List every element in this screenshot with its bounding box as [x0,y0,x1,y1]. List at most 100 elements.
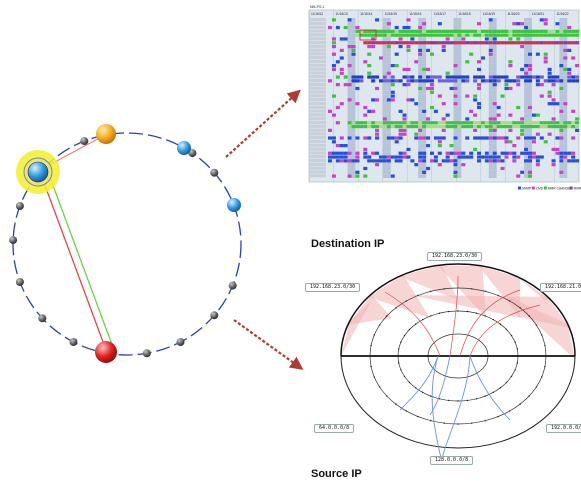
ring-node[interactable] [69,338,78,346]
ring-tick [499,323,502,325]
ring-node[interactable] [176,338,185,346]
ring-tick [457,423,459,425]
ring-tick [519,307,521,309]
arrow-to-arcs [233,319,304,370]
ring-tick [447,310,450,313]
destination-fan [348,294,392,325]
ring-tick [443,422,445,424]
ring-tick [430,420,432,422]
ring-tick [414,323,417,325]
ring-tick [457,310,459,312]
ring-tick [378,324,381,326]
ring-tick [386,395,388,397]
ring-tick [370,365,372,368]
ring-tick [373,376,375,378]
ip-tag-destination-right[interactable]: 192.168.21.0/30 [540,283,581,292]
ring-tick [417,415,419,418]
matrix-col-label: 11/16/15 [385,12,397,16]
ring-tick [370,344,372,347]
destination-links [384,275,541,357]
ring-tick [541,334,543,336]
node-blue-right[interactable] [227,198,241,212]
destination-fan [399,264,458,300]
ring-tick [516,348,518,350]
ring-tick [398,348,400,350]
matrix-col-label: 11/16/20 [507,12,519,16]
ring-tick [497,294,499,297]
ring-tick [514,341,516,343]
ring-tick [369,355,371,357]
ring-node[interactable] [188,149,197,158]
ring-tick [475,398,478,400]
selected-node[interactable] [27,161,49,183]
matrix-col-label: 11/16/19 [483,12,495,16]
ring-tick [544,365,546,368]
ring-tick [544,344,546,347]
activity-matrix: NM-PS-1 11/16/12 11/16/13 11/16/14 11/16/15… [308,5,581,191]
source-title: Source IP [311,468,362,480]
ring-tick [430,315,432,317]
ring-tick [417,294,419,297]
ring-node[interactable] [210,168,219,177]
ring-diagram [9,124,242,363]
ring-tick [535,386,538,388]
matrix-cells [328,18,580,178]
destination-fans [341,264,575,360]
matrix-col-label: 11/16/16 [409,12,421,16]
destination-fan [410,295,570,328]
ring-tick [422,391,424,394]
ring-tick [541,376,543,378]
ring-node[interactable] [38,314,47,323]
matrix-col-label: 11/16/13 [336,12,348,16]
ring-tick [403,334,406,337]
ring-tick [466,399,469,402]
matrix-header: NM-PS-1 [310,5,324,9]
ring-ticks [369,287,547,425]
ip-tag-source-left[interactable]: 64.0.0.0/8 [314,424,355,433]
connection-line-red [39,171,107,351]
matrix-col-label: 11/16/22 [557,12,569,16]
ring-tick [484,420,486,422]
node-red[interactable] [95,341,117,363]
ip-tag-destination-top[interactable]: 192.168.23.0/30 [427,252,483,261]
arc-diagram [340,263,576,459]
ring-tick [397,355,399,357]
ring-node[interactable] [80,137,89,146]
ring-node[interactable] [15,278,24,286]
ip-tag-destination-left[interactable]: 192.168.23.0/30 [305,283,361,292]
destination-half [340,263,576,357]
arrow-to-matrix [225,89,301,158]
ip-tag-source-right[interactable]: 192.0.0.0/8 [546,424,581,433]
ring-tick [386,315,388,317]
ip-tag-source-bottom[interactable]: 128.0.0.0/8 [430,456,474,465]
ring-tick [510,375,513,378]
legend-label: SNMP [522,187,531,191]
node-blue-top[interactable] [177,141,191,155]
ring-tick [457,400,459,402]
ring-node[interactable] [142,349,151,358]
ring-tick [545,355,547,357]
ring-tick [471,288,473,290]
ring-tick [484,290,486,292]
ring-tick [509,300,511,302]
ring-node[interactable] [228,281,237,290]
source-half [340,355,576,449]
matrix-col-label: 11/16/21 [532,12,544,16]
ring-tick [535,324,538,326]
ring-tick [516,362,518,364]
node-orange[interactable] [96,124,116,144]
ring-tick [430,395,432,397]
ring-tick [422,318,424,321]
ring-node[interactable] [9,236,18,245]
ring-node[interactable] [210,311,219,320]
ring-node[interactable] [15,202,24,210]
ring-tick [492,391,494,394]
ring-tick [443,288,445,290]
matrix-col-label: 11/16/17 [434,12,446,16]
destination-fan [437,265,486,318]
ring-tick [528,315,530,317]
matrix-col-label: 11/16/18 [458,12,470,16]
ring-tick [510,334,513,337]
